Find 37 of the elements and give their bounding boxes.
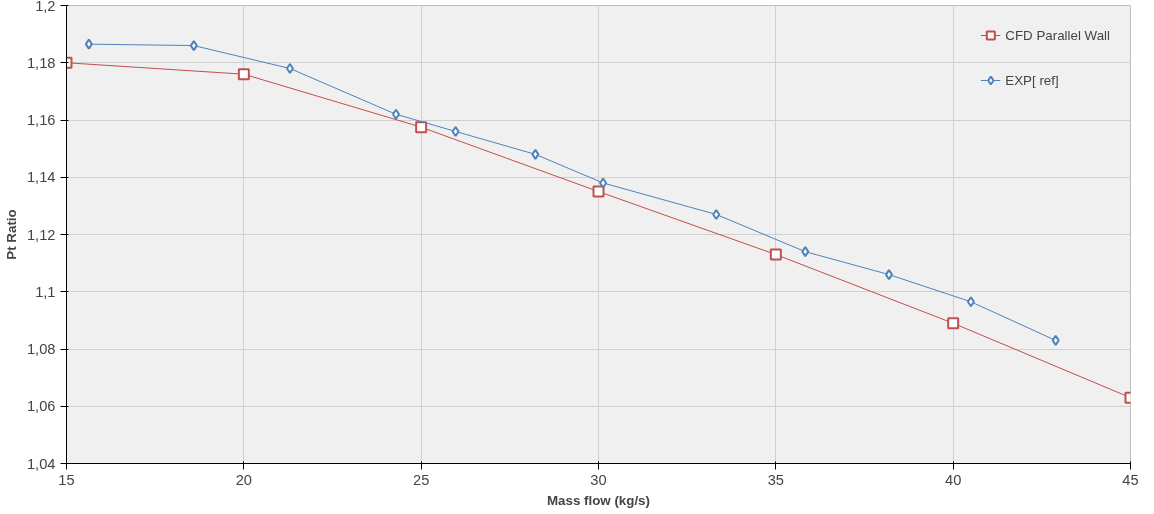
point (237, 68, 250, 81)
point (285, 62, 294, 74)
y-tick-label: 1,14 (26, 169, 56, 186)
point (531, 148, 540, 160)
point (189, 40, 198, 52)
y-tick-label: 1,12 (26, 226, 56, 243)
point (391, 108, 400, 120)
x-tick-label: 40 (945, 471, 962, 488)
point (712, 208, 721, 220)
point (884, 269, 893, 281)
x-tick-label: 25 (413, 471, 430, 488)
y-axis-title: Pt Ratio (3, 209, 19, 260)
point (947, 317, 960, 330)
y-tick-label: 1,06 (26, 398, 56, 415)
point (451, 125, 460, 137)
legend-label: EXP[ ref] (1005, 72, 1059, 88)
x-tick-label: 35 (767, 471, 784, 488)
x-tick-label: 30 (590, 471, 607, 488)
x-tick-label: 45 (1122, 471, 1139, 488)
y-tick-label: 1,2 (35, 0, 56, 14)
x-tick-label: 20 (235, 471, 252, 488)
y-tick-label: 1,04 (26, 455, 56, 472)
point (801, 246, 810, 258)
y-tick-label: 1,18 (26, 54, 56, 71)
point (592, 185, 605, 198)
legend-label: CFD Parallel Wall (1005, 27, 1110, 43)
x-axis-title: Mass flow (kg/s) (547, 492, 650, 508)
x-tick-label: 15 (58, 471, 75, 488)
point (769, 248, 782, 261)
y-tick-label: 1,16 (26, 112, 56, 128)
y-tick-label: 1,1 (35, 283, 56, 300)
point (599, 177, 608, 189)
y-tick-label: 1,08 (26, 341, 56, 357)
point (84, 38, 93, 50)
point (1051, 334, 1060, 346)
point (966, 296, 975, 308)
point (415, 121, 428, 134)
